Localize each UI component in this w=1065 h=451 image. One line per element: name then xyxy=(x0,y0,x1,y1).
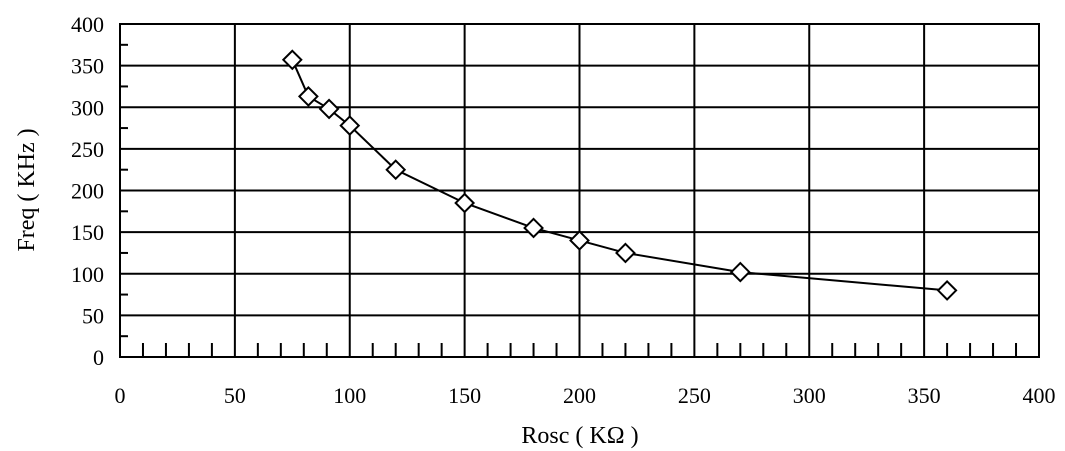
x-tick-label: 100 xyxy=(333,383,366,408)
data-point-marker xyxy=(339,115,361,136)
x-tick-label: 300 xyxy=(793,383,826,408)
x-tick-label: 50 xyxy=(224,383,246,408)
data-point-marker xyxy=(523,217,544,239)
minor-ticks xyxy=(120,43,1018,357)
x-tick-label: 0 xyxy=(115,383,126,408)
data-point-marker xyxy=(729,261,751,283)
series-group xyxy=(281,49,958,301)
x-axis-title: Rosc ( KΩ ) xyxy=(521,423,638,449)
y-tick-label: 400 xyxy=(71,12,104,37)
y-tick-label: 200 xyxy=(71,179,104,204)
data-point-marker xyxy=(385,159,407,181)
y-tick-labels: 0 50 100 150 200 250 300 350 400 xyxy=(71,12,104,370)
data-point-marker xyxy=(569,230,590,251)
y-axis-title: Freq ( KHz ) xyxy=(14,128,40,251)
data-point-marker xyxy=(281,49,303,71)
y-tick-label: 0 xyxy=(93,345,104,370)
x-tick-label: 400 xyxy=(1023,383,1056,408)
x-tick-label: 200 xyxy=(563,383,596,408)
y-tick-label: 350 xyxy=(71,54,104,79)
data-point-marker xyxy=(318,98,340,120)
data-point-marker xyxy=(936,279,958,301)
y-tick-label: 100 xyxy=(71,262,104,287)
y-tick-label: 250 xyxy=(71,137,104,162)
y-tick-label: 150 xyxy=(71,220,104,245)
plot-frame xyxy=(119,23,1040,358)
data-point-marker xyxy=(297,86,319,107)
y-tick-label: 300 xyxy=(71,95,104,120)
x-tick-label: 150 xyxy=(448,383,481,408)
y-tick-label: 50 xyxy=(82,303,104,328)
x-tick-label: 350 xyxy=(908,383,941,408)
data-point-marker xyxy=(615,242,636,264)
x-tick-labels: 0 50 100 150 200 250 300 350 400 xyxy=(115,383,1056,408)
data-point-marker xyxy=(454,192,476,214)
x-tick-label: 250 xyxy=(678,383,711,408)
